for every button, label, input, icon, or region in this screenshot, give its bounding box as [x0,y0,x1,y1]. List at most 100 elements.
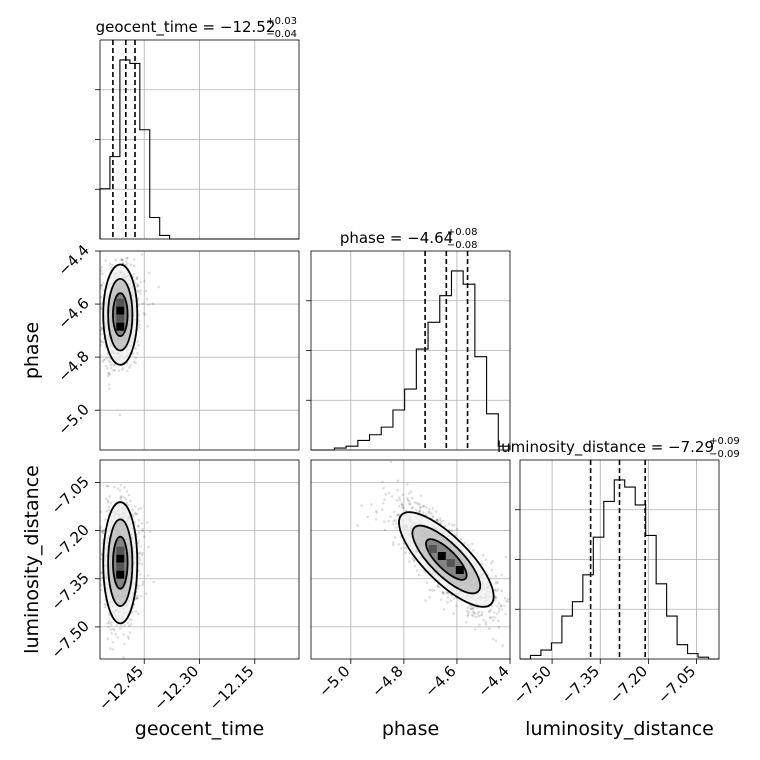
panel-geocent_time-luminosity_distance [92,474,156,659]
sample-point [100,344,103,347]
sample-point [132,258,136,261]
sample-point [140,521,144,525]
sample-point [413,564,417,568]
sample-point [482,618,485,622]
sample-point [104,603,108,607]
sample-point [134,512,138,515]
sample-point [100,510,102,514]
sample-point [504,612,507,616]
sample-point [104,497,108,500]
sample-point [514,635,517,638]
sample-point [115,623,119,627]
sample-point [415,508,418,512]
sample-point [125,256,129,260]
sample-point [383,498,386,502]
sample-point [100,557,104,561]
sample-point [471,606,475,610]
sample-point [136,340,140,343]
hist-title-geocent_time: geocent_time = −12.52 [96,18,276,37]
sample-point [105,356,109,360]
y-tick-label: −7.05 [48,473,93,518]
sample-point [494,582,497,585]
sample-point [137,569,141,573]
sample-point [121,366,125,370]
sample-point [103,605,107,609]
sample-point [419,506,422,509]
sample-point [92,558,95,561]
sample-point [120,494,123,498]
sample-point [471,607,475,611]
sample-point [135,282,139,286]
sample-point [481,562,484,566]
sample-point [491,619,495,622]
text-layer: geocent_time = −12.52+0.03 −0.04 phase = −… [21,16,740,740]
sample-point [138,292,142,295]
sample-point [480,613,484,617]
sample-point [422,505,425,508]
sample-point [108,619,111,623]
sample-point [121,258,125,262]
sample-point [401,493,404,497]
sample-point [419,506,422,509]
sample-point [489,608,493,611]
sample-point [116,636,119,639]
sample-point [135,594,139,598]
sample-point [136,587,140,590]
sample-point [506,600,510,603]
sample-point [145,521,149,524]
sample-point [126,256,129,260]
x-axis-label-phase: phase [382,718,439,740]
sample-point [109,647,112,650]
sample-point [109,363,113,367]
sample-point [129,623,133,626]
sample-point [143,535,146,539]
sample-point [484,623,488,626]
sample-point [466,606,470,610]
sample-point [100,272,104,276]
sample-point [494,639,498,642]
sample-point [523,604,526,607]
sample-point [531,647,534,650]
sample-point [103,602,107,606]
density-bin [437,552,446,560]
x-tick-label: −4.6 [421,662,459,700]
sample-point [132,272,136,276]
sample-point [118,489,122,492]
sample-point [102,358,106,362]
sample-point [383,528,387,532]
x-tick-label: −4.4 [474,662,512,700]
sample-point [101,531,105,535]
sample-point [94,335,97,338]
density-bin [116,298,125,307]
sample-point [463,541,467,545]
sample-point [394,526,398,529]
sample-point [97,550,100,553]
sample-point [447,522,451,526]
sample-point [418,503,422,506]
sample-point [431,506,435,510]
sample-point [100,284,104,287]
sample-point [366,515,370,519]
sample-point [494,575,498,578]
sample-point [467,611,471,614]
sample-point [396,488,399,492]
sample-point [449,599,453,603]
sample-point [513,585,516,588]
sample-point [397,513,400,517]
sample-point [127,493,131,497]
x-tick-label: −12.15 [206,662,258,714]
sample-point [136,275,139,279]
sample-point [480,611,484,614]
sample-point [397,513,400,516]
sample-point [496,588,500,591]
sample-point [446,601,449,604]
sample-point [430,588,434,592]
sample-point [394,521,398,525]
sample-point [137,518,141,522]
sample-point [425,581,429,585]
sample-point [128,617,131,621]
sample-point [134,356,138,360]
sample-point [136,296,140,300]
sample-point [97,474,100,477]
sample-point [392,519,395,523]
